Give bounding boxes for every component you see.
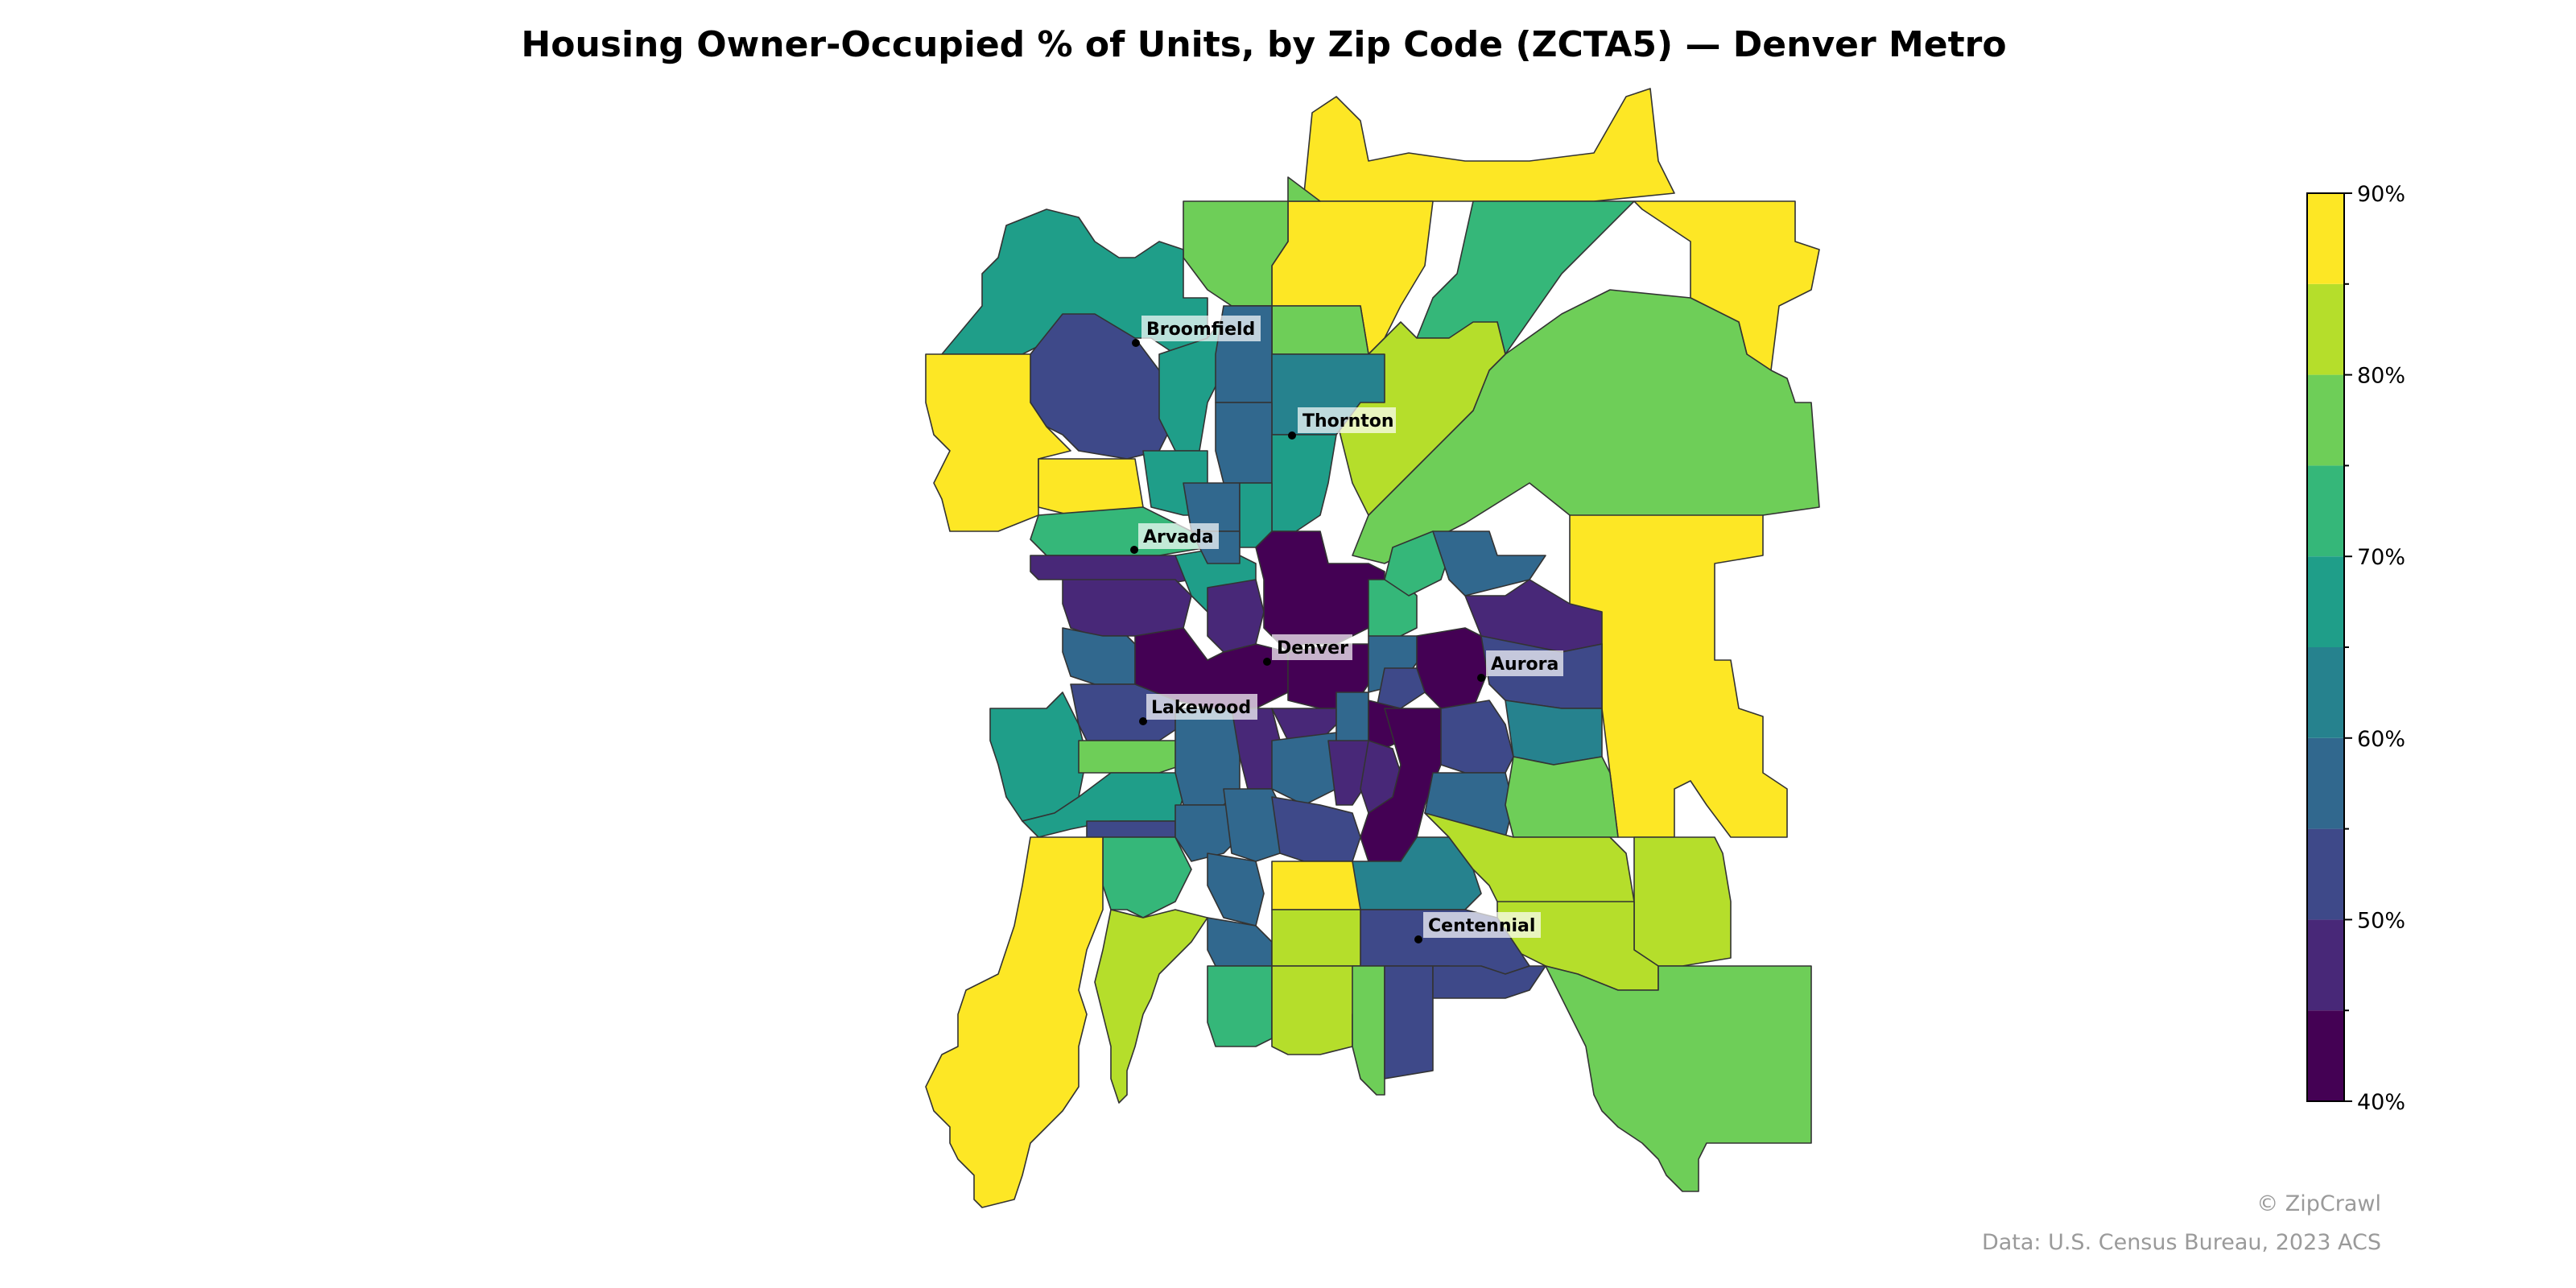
zip-region [1440,700,1514,774]
zip-region [1183,200,1289,307]
legend-tick-label: 60% [2357,727,2405,752]
zip-region [1271,909,1361,967]
zip-region [1094,909,1208,1104]
zip-region [1505,756,1619,838]
legend-band [2307,283,2344,375]
city-marker-broomfield: Broomfield [1132,316,1261,347]
credit-text: © ZipCrawl [2256,1191,2381,1216]
legend-band [2307,828,2344,920]
zip-region [1038,458,1144,516]
legend-band [2307,556,2344,647]
zip-region [1376,667,1426,709]
legend-tick-label: 70% [2357,545,2405,570]
city-label-arvada: Arvada [1143,527,1214,547]
city-label-lakewood: Lakewood [1151,698,1251,718]
legend-tick-label: 80% [2357,364,2405,389]
zip-region [1207,852,1265,927]
legend-band [2307,737,2344,829]
zip-region [1062,579,1192,637]
legend-band [2307,465,2344,557]
city-marker-arvada: Arvada [1130,523,1219,554]
city-label-thornton: Thornton [1302,411,1394,431]
zip-region [1327,740,1369,806]
zip-region [1102,836,1192,919]
legend-band [2307,1010,2344,1101]
zip-region [1271,708,1337,741]
color-legend: 90% 80% 70% 60% 50% 40% [2306,182,2405,1115]
city-marker-centennial: Centennial [1414,912,1541,943]
zip-region [1271,732,1337,806]
zip-region [1287,176,1321,202]
zip-region [1384,965,1434,1080]
zip-region [1271,861,1361,910]
legend-band [2307,647,2344,738]
city-marker-thornton: Thornton [1288,407,1396,440]
zip-region [1303,88,1675,202]
zip-region [1271,305,1369,355]
zip-region [1505,700,1603,766]
legend-tick-label: 90% [2357,182,2405,207]
zip-region [1078,740,1184,774]
zip-region [1207,965,1273,1047]
zip-region [1207,579,1265,653]
legend-tick-label: 40% [2357,1090,2405,1115]
legend-tick-label: 50% [2357,908,2405,933]
map-title: Housing Owner-Occupied % of Units, by Zi… [521,24,2007,65]
zip-region [1271,796,1361,862]
zip-region [1086,820,1176,838]
zip-region [925,353,1071,532]
city-markers: Broomfield Thornton Arvada Denver Aurora [1130,316,1563,943]
city-label-centennial: Centennial [1428,916,1535,936]
zip-region [925,836,1104,1208]
city-label-broomfield: Broomfield [1146,320,1255,340]
zip-regions [925,88,1820,1208]
zip-region [1271,434,1337,532]
zip-region [1207,917,1273,967]
city-marker-denver: Denver [1263,634,1352,666]
zip-region [1432,965,1546,999]
zip-region [1352,965,1385,1096]
legend-band [2307,919,2344,1011]
zip-region [1432,530,1546,597]
city-label-denver: Denver [1277,638,1348,658]
legend-band [2307,374,2344,466]
zip-region [1416,627,1490,709]
zip-region [1633,836,1732,967]
zip-region [1545,965,1812,1192]
city-marker-aurora: Aurora [1477,650,1563,682]
legend-bands [2307,193,2344,1101]
source-text: Data: U.S. Census Bureau, 2023 ACS [1981,1230,2381,1255]
city-label-aurora: Aurora [1491,654,1558,675]
zip-region [1062,627,1136,685]
legend-band [2307,193,2344,284]
legend-ticks: 90% 80% 70% 60% 50% 40% [2344,182,2405,1115]
city-marker-lakewood: Lakewood [1139,694,1257,725]
zip-region [1215,402,1273,484]
